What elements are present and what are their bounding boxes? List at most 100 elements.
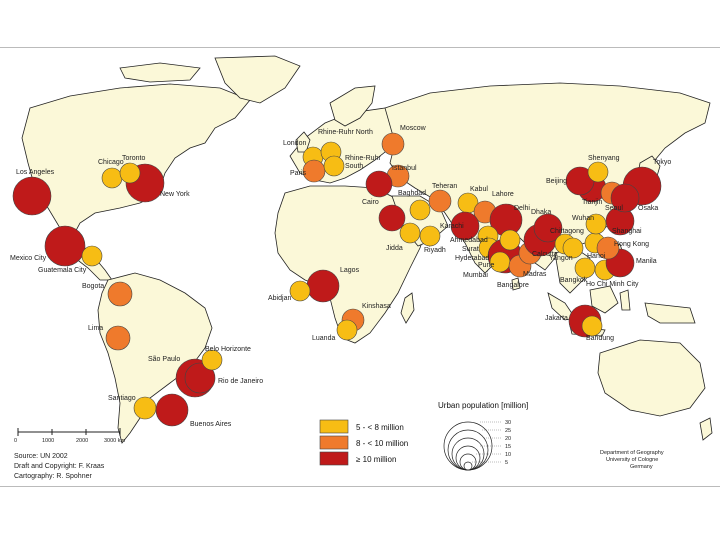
label-wuhan: Wuhan [572, 215, 594, 222]
city-karachi[interactable] [450, 211, 480, 241]
label-yangon: Yangon [549, 255, 573, 262]
size-value-20: 20 [505, 436, 511, 442]
label-osaka: Osaka [638, 205, 658, 212]
city-jidda[interactable] [399, 222, 421, 244]
city-yangon[interactable] [562, 237, 584, 259]
label-moscow: Moscow [400, 125, 427, 132]
label-rhine-north: Rhine-Ruhr North [318, 129, 373, 136]
city-guatemala-city[interactable] [81, 245, 103, 267]
scale-bar: 0 1000 2000 3000 km [14, 428, 126, 444]
label-shenyang: Shenyang [588, 155, 620, 162]
scale-tick-0: 0 [14, 438, 17, 444]
label-beijing: Beijing [546, 178, 567, 185]
scale-tick-1000: 1000 [42, 438, 54, 444]
city-riyadh[interactable] [419, 225, 441, 247]
label-jidda: Jidda [386, 245, 403, 252]
size-value-10: 10 [505, 452, 511, 458]
legend-label-large: ≥ 10 million [356, 455, 396, 464]
city-buenos-aires[interactable] [155, 393, 189, 427]
city-labels: Los Angeles Chicago Toronto New York Mex… [10, 125, 671, 428]
label-mumbai: Mumbai [463, 272, 488, 279]
city-baghdad[interactable] [409, 199, 431, 221]
city-moscow[interactable] [381, 132, 405, 156]
land-sulawesi [619, 289, 631, 311]
city-bogota[interactable] [107, 281, 133, 307]
land-madagascar [400, 292, 415, 324]
legend-swatch-small [319, 419, 349, 434]
scale-tick-3000: 3000 km [104, 438, 126, 444]
city-hyderabad[interactable] [499, 229, 521, 251]
size-circle-5 [463, 461, 473, 471]
city-santiago[interactable] [133, 396, 157, 420]
city-luanda[interactable] [336, 319, 358, 341]
city-shenyang[interactable] [587, 161, 609, 183]
legend-label-mid: 8 - < 10 million [356, 439, 408, 448]
label-bangkok: Bangkok [560, 277, 588, 284]
label-tehran: Teheran [432, 183, 457, 190]
city-toronto[interactable] [119, 162, 141, 184]
city-los-angeles[interactable] [12, 176, 52, 216]
world-map: Los Angeles Chicago Toronto New York Mex… [0, 48, 720, 486]
institution-university: University of Cologne [606, 457, 658, 463]
label-hcmc: Ho Chi Minh City [586, 281, 639, 288]
city-chicago[interactable] [101, 167, 123, 189]
land-greenland [214, 55, 301, 104]
city-belo-horizonte[interactable] [201, 349, 223, 371]
label-lahore: Lahore [492, 191, 514, 198]
institution-dept: Department of Geography [600, 450, 664, 456]
label-cairo: Cairo [362, 199, 379, 206]
city-osaka[interactable] [610, 183, 640, 213]
label-manila: Manila [636, 258, 657, 265]
label-madras: Madras [523, 271, 547, 278]
city-cairo-2[interactable] [378, 204, 406, 232]
city-hong-kong[interactable] [596, 236, 620, 260]
label-belo: Belo Horizonte [205, 346, 251, 353]
city-lima[interactable] [105, 325, 131, 351]
label-riyadh: Riyadh [424, 247, 446, 254]
credit-cartography: Cartography: R. Spohner [14, 473, 92, 480]
credits: Source: UN 2002 Draft and Copyright: F. … [14, 450, 664, 480]
land-borneo [589, 285, 619, 314]
city-bandung[interactable] [581, 315, 603, 337]
city-rio-de-janeiro[interactable] [184, 362, 216, 394]
label-calcutta: Calcutta [532, 251, 558, 258]
city-paris[interactable] [302, 159, 326, 183]
city-lagos[interactable] [306, 269, 340, 303]
city-dhaka[interactable] [533, 213, 563, 243]
label-lima: Lima [88, 325, 103, 332]
label-istanbul: Istanbul [392, 165, 417, 172]
size-value-30: 30 [505, 420, 511, 426]
label-london: London [283, 140, 306, 147]
city-tehran[interactable] [428, 189, 452, 213]
label-jakarta: Jakarta [545, 315, 568, 322]
credit-draft: Draft and Copyright: F. Kraas [14, 463, 105, 470]
city-mexico-city[interactable] [44, 225, 86, 267]
label-rio: Rio de Janeiro [218, 378, 263, 385]
label-ahmedabad: Ahmedabad [450, 237, 488, 244]
city-bangkok[interactable] [574, 257, 596, 279]
city-cairo[interactable] [365, 170, 393, 198]
label-luanda: Luanda [312, 335, 335, 342]
label-paris: Paris [290, 170, 306, 177]
label-kabul: Kabul [470, 186, 488, 193]
legend-label-small: 5 - < 8 million [356, 423, 404, 432]
size-value-15: 15 [505, 444, 511, 450]
land-sri-lanka [511, 277, 521, 291]
city-symbols [12, 132, 662, 427]
label-dhaka: Dhaka [531, 209, 551, 216]
size-value-5: 5 [505, 460, 508, 466]
land-arctic-islands [119, 62, 201, 83]
label-bandung: Bandung [586, 335, 614, 342]
label-kinshasa: Kinshasa [362, 303, 391, 310]
scale-tick-2000: 2000 [76, 438, 88, 444]
city-wuhan[interactable] [585, 213, 607, 235]
city-abidjan[interactable] [289, 280, 311, 302]
label-karachi: Karachi [440, 223, 464, 230]
label-lagos: Lagos [340, 267, 360, 274]
land-new-guinea [644, 302, 696, 324]
label-chicago: Chicago [98, 159, 124, 166]
label-bogota: Bogota [82, 283, 104, 290]
city-rhine-ruhr-south[interactable] [323, 155, 345, 177]
label-hong-kong: Hong Kong [614, 241, 649, 248]
legend-swatch-large [319, 451, 349, 466]
